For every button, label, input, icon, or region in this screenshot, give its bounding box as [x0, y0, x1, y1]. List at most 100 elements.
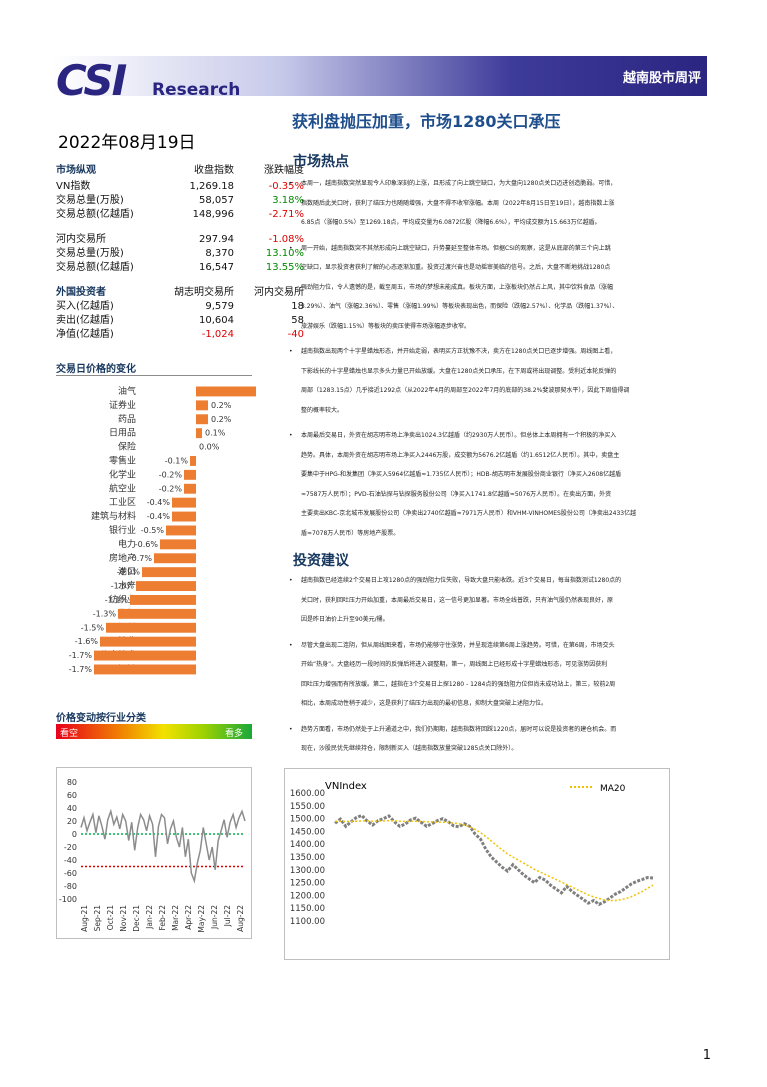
sector-value-label: 0.2% — [211, 415, 232, 424]
sector-value-label: -0.1% — [165, 457, 189, 466]
sector-category-label: 房地产 — [109, 552, 136, 564]
bullet-line: 开始“热身”。大盘经历一段时间的反弹后将进入调整期，第一，周线图上已经形成十字星… — [301, 661, 608, 668]
ma20-series-line — [335, 819, 654, 902]
sector-value-label: -1.6% — [75, 637, 99, 646]
sector-value-label: -0.5% — [141, 526, 165, 535]
bullet-line: 尽管大盘出现二连阴，但从周线图来看，市场仍能够守住涨势，并呈现连续第6周上涨趋势… — [301, 641, 615, 649]
x-tick-label: Aug-21 — [80, 905, 89, 932]
sector-category-label: 水产 — [118, 580, 136, 592]
sector-value-label: -1.5% — [81, 623, 105, 632]
stat-cell: VN指数 — [56, 181, 91, 192]
col-hcm-header: 胡志明交易所 — [174, 287, 234, 298]
x-tick-label: Jul-22 — [223, 905, 232, 928]
y-tick-label: -60 — [64, 869, 77, 878]
sector-category-label: 化学业 — [109, 468, 136, 480]
bullet-line: 下影线长的十字星蜡烛也显示多头力量已开始放缓。大盘在1280点关口承压，在下周或… — [301, 367, 617, 375]
bullet-line: 趋势。具体，本周外资在胡志明市场上净买入2446万股，成交额为5676.2亿越盾… — [301, 451, 620, 459]
sector-value-label: -0.4% — [147, 512, 171, 521]
y-tick-label: 80 — [67, 778, 77, 787]
report-name: 越南股市周评 — [622, 71, 701, 86]
sector-category-label: 工业区 — [109, 497, 136, 508]
y-tick-label: 1400.00 — [290, 840, 325, 850]
stat-cell: 净值(亿越盾) — [56, 329, 114, 340]
sector-bar — [118, 608, 196, 619]
stat-cell: 148,996 — [192, 209, 234, 220]
market-heading: 市场纵观 — [56, 165, 96, 176]
sector-category-label: 电力 — [118, 538, 136, 550]
stat-cell: 16,547 — [199, 262, 234, 273]
sentiment-gradient-bar — [56, 724, 252, 739]
bullet-line: 指数随后此关口时，获利了结压力也随随增强，大盘不得不收窄涨幅。本周（2022年8… — [301, 199, 615, 207]
stat-cell: -1,024 — [201, 329, 234, 340]
sector-bar — [136, 581, 196, 591]
chart-title: VNIndex — [325, 781, 367, 792]
market-overview: 市场纵观 收盘指数 涨跌幅度 VN指数 1,269.18 -0.35% 交易总量(万股… — [56, 164, 304, 275]
bullet-line: 主要卖出KBC-京北城市发展股份公司（净卖出2740亿越盾≈7971万人民币）和… — [301, 510, 637, 517]
sector-bar — [154, 553, 196, 564]
y-tick-label: 40 — [67, 804, 77, 813]
x-tick-label: Nov-21 — [119, 905, 128, 932]
price-series-line — [334, 813, 654, 907]
x-tick-label: Sep-21 — [93, 905, 102, 932]
y-tick-label: 1500.00 — [290, 815, 325, 825]
stat-row: 买入(亿越盾) 9,579 18 — [56, 300, 304, 314]
bullet-dot: • — [289, 577, 293, 584]
stat-cell: 交易总额(亿越盾) — [56, 262, 134, 273]
bear-label: 看空 — [60, 729, 79, 739]
stat-cell: 1,269.18 — [189, 181, 234, 192]
bullet-line: 整的概率较大。 — [301, 406, 344, 414]
sector-bar — [94, 664, 196, 675]
y-tick-label: 60 — [67, 791, 77, 800]
x-tick-label: Feb-22 — [158, 905, 167, 931]
y-tick-label: 1350.00 — [290, 853, 325, 863]
bullet-line: 相比，本周成动性稍于减少，这是获利了结压力出现的最初信息，抑制大盘突破上述阻力位… — [301, 700, 548, 707]
stat-row: 河内交易所 297.94 -1.08% — [56, 233, 304, 247]
sector-bar — [184, 483, 196, 494]
sector-value-label: -1.1% — [105, 596, 129, 605]
x-tick-label: May-22 — [197, 905, 206, 933]
bullet-line: 6.85点（涨幅0.5%）至1269.18点，平均成交量为6.0872亿股（降幅… — [301, 219, 601, 226]
y-tick-label: 1100.00 — [290, 917, 325, 927]
stat-cell: 13.10% — [265, 248, 304, 259]
stat-row: 交易总额(亿越盾) 148,996 -2.71% — [56, 208, 304, 222]
stat-cell: 58,057 — [199, 195, 234, 206]
bullet-line: 趋势方面看，市场仍然处于上升通道之中，我们仍期期，越南指数将回踩1220点，届时… — [301, 725, 617, 733]
sector-value-label: -1.7% — [69, 665, 93, 674]
bullet-dot: • — [289, 432, 293, 439]
x-tick-label: Jan-22 — [145, 905, 154, 930]
stat-cell: 交易总额(亿越盾) — [56, 209, 134, 220]
sector-category-label: 银行业 — [109, 524, 136, 536]
stat-cell: 3.18% — [272, 195, 304, 206]
bullet-dot: • — [289, 725, 293, 733]
col-change-header: 涨跌幅度 — [264, 165, 304, 176]
bullet-line: 周部（1283.15点）几乎接近1292点（从2022年4月的周部至2022年7… — [301, 387, 630, 394]
stat-cell: 18 — [291, 301, 304, 312]
bullet-line: 强劲阻力位，令人遗憾的是，截至周五，市场的梦想未能成真。板块方面，上涨板块仍然占… — [301, 283, 614, 291]
sector-value-label: -0.2% — [159, 484, 183, 493]
sector-category-label: 油气 — [118, 385, 136, 397]
sector-bar — [196, 400, 208, 411]
sector-bar — [94, 650, 196, 661]
header-banner — [53, 56, 707, 96]
y-tick-label: -80 — [64, 882, 77, 891]
stat-row: 净值(亿越盾) -1,024 -40 — [56, 328, 304, 342]
sector-value-label: 0.1% — [205, 429, 226, 438]
stat-cell: 交易总量(万股) — [56, 195, 124, 206]
bullet-line: 周一开始，越南指数突不其然形成向上跳空缺口，升势蔓延至整体市场。但据CSI的观察… — [301, 244, 611, 252]
x-tick-label: Dec-21 — [132, 905, 141, 932]
bullet-line: 现在，沙股民优先继续持仓，限制新买入（越南指数放量突破1285点关口除外）。 — [301, 745, 518, 752]
research-label: Research — [152, 80, 241, 100]
bullet-line: 因是昨日油价上升至90美元/桶。 — [301, 616, 389, 623]
y-tick-label: 1550.00 — [290, 802, 325, 812]
sector-category-label: 零售业 — [109, 455, 136, 467]
bullet-line: 越南指数已经连续2个交易日上攻1280点的强劲阻力位失败，导致大盘只能收跌。近3… — [301, 577, 622, 584]
stat-cell: -0.35% — [268, 181, 304, 192]
bullet-line: 本周最后交易日，外资在胡志明市场上净卖出1024.3亿越盾（约2930万人民币）… — [301, 432, 617, 439]
y-tick-label: -20 — [64, 843, 77, 852]
bullet-dot: • — [289, 180, 293, 187]
y-tick-label: 1150.00 — [290, 904, 325, 914]
sector-value-label: -1.7% — [69, 651, 93, 660]
y-tick-label: 1450.00 — [290, 827, 325, 837]
sector-bar — [100, 636, 196, 647]
